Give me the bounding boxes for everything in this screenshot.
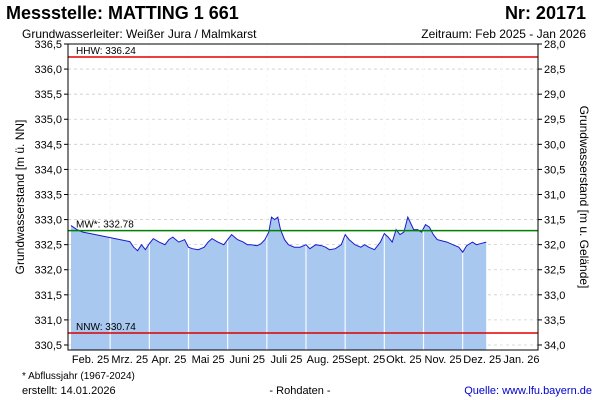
aquifer-label: Grundwasserleiter: Weißer Jura / Malmkar… <box>22 27 257 41</box>
y-tick-label-right: 32,5 <box>544 265 565 277</box>
x-tick-label: Feb. 25 <box>72 354 109 366</box>
y-tick-label-right: 34,0 <box>544 340 565 352</box>
x-tick-label: Jan. 26 <box>503 354 539 366</box>
water-level-area <box>71 217 487 350</box>
x-tick-label: Mai 25 <box>192 354 225 366</box>
created-date: erstellt: 14.01.2026 <box>22 385 116 397</box>
reference-lines: HHW: 336.24 MW*: 332.78 NNW: 330.74 <box>68 46 538 334</box>
y-tick-label-left: 335,0 <box>34 114 62 126</box>
y-tick-label-left: 333,5 <box>34 189 62 201</box>
y-tick-label-right: 28,5 <box>544 64 565 76</box>
y-tick-label-left: 332,5 <box>34 240 62 252</box>
y-tick-label-right: 33,0 <box>544 290 565 302</box>
x-tick-label: Dez. 25 <box>463 354 501 366</box>
y-tick-label-right: 33,5 <box>544 315 565 327</box>
y-tick-label-left: 333,0 <box>34 215 62 227</box>
y-tick-label-left: 334,0 <box>34 164 62 176</box>
x-tick-label: Aug. 25 <box>307 354 345 366</box>
x-tick-label: Okt. 25 <box>386 354 421 366</box>
y-tick-label-right: 30,0 <box>544 139 565 151</box>
y-tick-label-right: 28,0 <box>544 39 565 51</box>
y-tick-label-left: 332,0 <box>34 265 62 277</box>
data-note: - Rohdaten - <box>269 385 331 397</box>
period-label: Zeitraum: Feb 2025 - Jan 2026 <box>421 27 586 41</box>
axis-ticks: 330,5 34,0 331,0 33,5 331,5 33,0 332,0 32,5 332,… <box>34 39 565 366</box>
y-tick-label-right: 31,0 <box>544 189 565 201</box>
y-tick-label-right: 31,5 <box>544 215 565 227</box>
y-tick-label-right: 29,0 <box>544 89 565 101</box>
y-tick-label-left: 336,5 <box>34 39 62 51</box>
water-level-line <box>70 215 487 254</box>
x-tick-label: Apr. 25 <box>151 354 186 366</box>
y-tick-label-left: 335,5 <box>34 89 62 101</box>
x-tick-label: Juni 25 <box>230 354 265 366</box>
y-tick-label-right: 30,5 <box>544 164 565 176</box>
x-tick-label: Juli 25 <box>271 354 303 366</box>
reference-label: HHW: 336.24 <box>76 46 136 57</box>
y-tick-label-left: 336,0 <box>34 64 62 76</box>
x-tick-label: Mrz. 25 <box>111 354 148 366</box>
y-tick-label-left: 330,5 <box>34 340 62 352</box>
source-link[interactable]: Quelle: www.lfu.bayern.de <box>464 385 592 397</box>
y-tick-label-right: 29,5 <box>544 114 565 126</box>
y-tick-label-right: 32,0 <box>544 240 565 252</box>
reference-label: MW*: 332.78 <box>76 220 134 231</box>
y-tick-label-left: 331,5 <box>34 290 62 302</box>
footnote: * Abflussjahr (1967-2024) <box>22 371 135 382</box>
station-number: Nr: 20171 <box>504 3 586 23</box>
y-tick-label-left: 331,0 <box>34 315 62 327</box>
page-title: Messstelle: MATTING 1 661 <box>6 3 239 23</box>
y-tick-label-left: 334,5 <box>34 139 62 151</box>
x-tick-label: Nov. 25 <box>425 354 462 366</box>
x-tick-label: Sept. 25 <box>344 354 385 366</box>
plot-frame <box>67 43 539 351</box>
y-axis-label-right: Grundwasserstand [m u. Gelände] <box>577 106 591 289</box>
reference-label: NNW: 330.74 <box>76 322 136 333</box>
y-axis-label-left: Grundwasserstand [m ü. NN] <box>13 120 27 275</box>
